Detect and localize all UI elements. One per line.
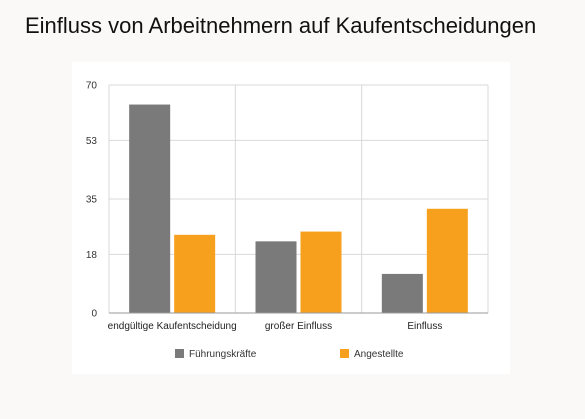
grid-lines [108,84,489,314]
bar-angestellte-0 [174,234,216,313]
labels: 0 18 35 53 70 endgültige Kaufentscheidung groß… [86,81,442,333]
y-tick-label: 0 [91,309,97,320]
bars [129,104,468,313]
legend-label: Angestellte [354,349,404,360]
y-tick-label: 18 [86,250,98,261]
y-tick-label: 53 [86,136,98,147]
bar-fuehrungskraefte-1 [255,241,297,313]
chart-card: 0 18 35 53 70 endgültige Kaufentscheidung groß… [72,62,510,374]
x-category-label: endgültige Kaufentscheidung [108,321,237,332]
y-tick-label: 35 [86,195,98,206]
legend-swatch [175,349,184,358]
y-tick-label: 70 [86,81,98,92]
x-category-label: Einfluss [407,321,442,332]
bar-fuehrungskraefte-0 [129,104,171,313]
legend-swatch [340,349,349,358]
bar-angestellte-1 [300,231,342,313]
page-title: Einfluss von Arbeitnehmern auf Kaufentsc… [25,13,537,38]
bar-chart: 0 18 35 53 70 endgültige Kaufentscheidung groß… [86,81,489,360]
legend: Führungskräfte Angestellte [175,349,404,360]
bar-angestellte-2 [426,208,468,313]
x-category-label: großer Einfluss [265,321,332,332]
legend-label: Führungskräfte [189,349,257,360]
bar-fuehrungskraefte-2 [381,273,423,313]
